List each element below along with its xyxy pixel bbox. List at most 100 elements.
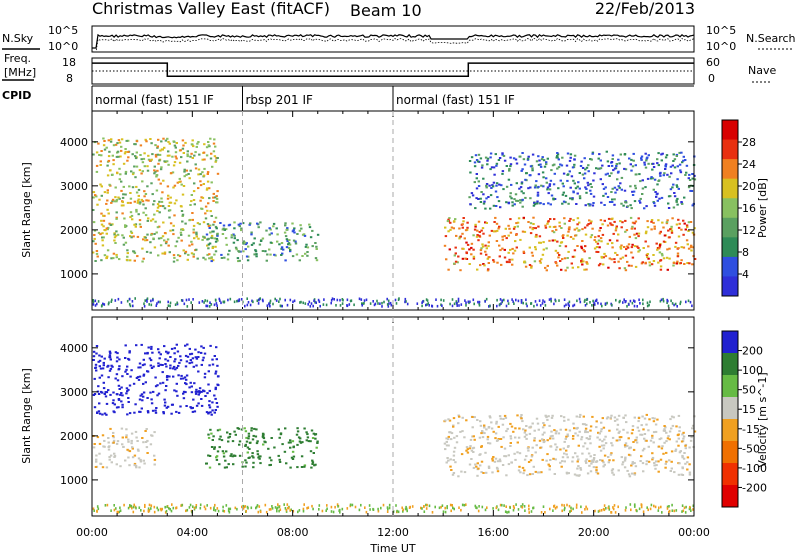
- echo-cell: [203, 301, 205, 304]
- echo-cell: [640, 262, 644, 265]
- echo-cell: [600, 240, 603, 243]
- echo-cell: [197, 237, 200, 240]
- echo-cell: [164, 358, 167, 361]
- echo-cell: [624, 445, 627, 448]
- echo-cell: [154, 170, 157, 173]
- echo-cell: [259, 462, 262, 465]
- echo-cell: [139, 458, 142, 461]
- echo-cell: [120, 204, 124, 207]
- echo-cell: [581, 263, 584, 266]
- echo-cell: [164, 139, 168, 142]
- echo-cell: [610, 258, 613, 261]
- echo-cell: [567, 202, 570, 205]
- echo-cell: [637, 217, 640, 220]
- echo-cell: [465, 446, 469, 449]
- echo-cell: [176, 394, 179, 397]
- echo-cell: [273, 253, 276, 256]
- echo-cell: [259, 240, 263, 242]
- echo-cell: [557, 187, 560, 190]
- echo-cell: [681, 467, 684, 470]
- echo-cell: [214, 386, 217, 389]
- echo-cell: [586, 447, 589, 450]
- echo-cell: [148, 357, 152, 360]
- echo-cell: [233, 300, 236, 304]
- echo-cell: [167, 194, 170, 197]
- echo-cell: [544, 511, 546, 514]
- echo-cell: [189, 359, 192, 362]
- echo-cell: [103, 357, 106, 360]
- echo-cell: [156, 146, 159, 149]
- echo-cell: [154, 385, 158, 388]
- echo-cell: [474, 154, 478, 157]
- echo-cell: [668, 247, 671, 250]
- echo-cell: [318, 508, 320, 511]
- echo-cell: [587, 164, 590, 167]
- echo-cell: [126, 249, 129, 252]
- echo-cell: [363, 302, 365, 305]
- echo-cell: [431, 305, 434, 308]
- echo-cell: [346, 298, 349, 302]
- echo-cell: [573, 473, 577, 476]
- echo-cell: [190, 361, 194, 364]
- echo-cell: [421, 301, 423, 304]
- echo-region: [443, 413, 697, 478]
- echo-cell: [610, 303, 613, 307]
- echo-cell: [139, 366, 142, 369]
- echo-cell: [214, 388, 217, 391]
- echo-cell: [616, 254, 619, 256]
- echo-cell: [490, 229, 494, 232]
- echo-cell: [98, 402, 101, 405]
- echo-cell: [642, 428, 645, 431]
- echo-cell: [615, 225, 618, 228]
- echo-cell: [670, 450, 674, 453]
- echo-cell: [143, 363, 146, 366]
- echo-cell: [113, 452, 116, 455]
- echo-cell: [452, 459, 455, 461]
- echo-cell: [172, 375, 175, 378]
- echo-cell: [671, 164, 674, 167]
- echo-cell: [201, 207, 204, 210]
- echo-cell: [528, 507, 530, 511]
- echo-cell: [566, 152, 570, 155]
- echo-cell: [521, 503, 524, 506]
- echo-cell: [578, 195, 582, 198]
- echo-cell: [474, 463, 477, 466]
- echo-cell: [128, 351, 131, 354]
- echo-cell: [683, 506, 686, 510]
- echo-cell: [133, 454, 137, 457]
- echo-cell: [134, 176, 137, 179]
- echo-cell: [155, 231, 158, 234]
- echo-cell: [100, 212, 103, 215]
- echo-cell: [601, 304, 603, 308]
- echo-cell: [540, 184, 543, 187]
- echo-cell: [104, 229, 107, 232]
- echo-cell: [639, 197, 642, 200]
- echo-cell: [207, 370, 210, 373]
- echo-cell: [479, 264, 482, 267]
- echo-cell: [542, 203, 545, 206]
- echo-cell: [589, 442, 592, 445]
- echo-cell: [497, 159, 501, 161]
- echo-cell: [134, 465, 138, 467]
- echo-cell: [602, 194, 605, 197]
- echo-cell: [452, 472, 456, 474]
- echo-cell: [196, 390, 199, 393]
- echo-cell: [199, 184, 203, 187]
- echo-cell: [303, 427, 306, 430]
- echo-cell: [261, 435, 265, 438]
- echo-cell: [218, 428, 222, 431]
- colorbar-segment: [722, 353, 738, 376]
- echo-cell: [484, 221, 487, 224]
- echo-cell: [236, 299, 238, 303]
- echo-cell: [593, 454, 596, 456]
- echo-cell: [92, 299, 94, 302]
- echo-cell: [148, 303, 150, 306]
- echo-cell: [615, 227, 618, 230]
- echo-cell: [315, 301, 317, 304]
- echo-cell: [153, 200, 156, 203]
- echo-cell: [483, 264, 486, 267]
- echo-cell: [106, 164, 109, 167]
- echo-cell: [585, 458, 588, 461]
- echo-cell: [175, 240, 179, 243]
- echo-cell: [537, 173, 541, 176]
